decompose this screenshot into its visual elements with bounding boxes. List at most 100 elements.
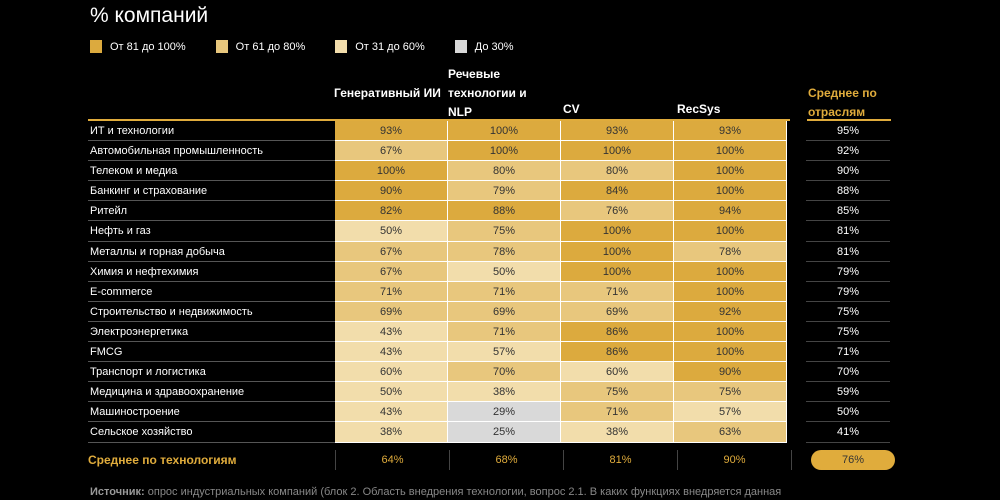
footer-value: 81%	[563, 450, 677, 470]
row-label: Транспорт и логистика	[88, 362, 335, 383]
legend-item: От 61 до 80%	[215, 40, 306, 53]
legend-label: От 61 до 80%	[235, 40, 306, 53]
heatmap-cell: 70%	[448, 362, 561, 383]
legend-swatch	[335, 40, 348, 53]
heatmap-cell: 67%	[335, 261, 448, 282]
heatmap-cell: 50%	[335, 382, 448, 403]
heatmap-cell: 100%	[561, 261, 674, 282]
row-label: Химия и нефтехимия	[88, 262, 335, 282]
table-row: Ритейл 82% 88% 76% 94% 85%	[88, 201, 890, 222]
heatmap-cell: 92%	[674, 301, 787, 322]
heatmap-cell: 60%	[561, 362, 674, 383]
table-row: Телеком и медиа 100% 80% 80% 100% 90%	[88, 161, 890, 182]
row-label: Металлы и горная добыча	[88, 242, 335, 262]
heatmap-table: ИТ и технологии 93% 100% 93% 93% 95% Автомобил…	[88, 121, 890, 443]
heatmap-cell: 71%	[561, 281, 674, 302]
row-average: 81%	[806, 221, 890, 242]
legend-label: От 31 до 60%	[355, 40, 425, 53]
heatmap-cell: 71%	[561, 402, 674, 423]
avg-header-divider	[807, 119, 891, 121]
table-row: Металлы и горная добыча 67% 78% 100% 78% 81%	[88, 241, 890, 262]
legend-swatch	[90, 40, 102, 53]
table-row: Автомобильная промышленность 67% 100% 100% 1…	[88, 141, 890, 162]
table-row: FMCG 43% 57% 86% 100% 71%	[88, 342, 890, 363]
column-header: CV	[563, 102, 580, 116]
table-row: ИТ и технологии 93% 100% 93% 93% 95%	[88, 121, 890, 142]
row-average: 92%	[806, 141, 890, 162]
heatmap-cell: 75%	[674, 382, 787, 403]
heatmap-cell: 60%	[335, 362, 448, 383]
heatmap-cell: 69%	[448, 301, 561, 322]
heatmap-cell: 100%	[561, 141, 674, 162]
row-average: 85%	[806, 201, 890, 222]
heatmap-cell: 57%	[448, 342, 561, 363]
source-note: Источник: опрос индустриальных компаний …	[90, 486, 781, 498]
heatmap-cell: 69%	[335, 301, 448, 322]
table-row: Медицина и здравоохранение 50% 38% 75% 75% 59…	[88, 382, 890, 403]
heatmap-cell: 82%	[335, 201, 448, 222]
row-label: Банкинг и страхование	[88, 181, 335, 202]
heatmap-cell: 43%	[335, 321, 448, 343]
heatmap-cell: 86%	[561, 321, 674, 343]
row-label: Нефть и газ	[88, 221, 335, 242]
avg-column-header: Среднее по отраслям	[808, 86, 877, 119]
heatmap-cell: 78%	[674, 241, 787, 262]
heatmap-cell: 90%	[674, 362, 787, 383]
heatmap-cell: 93%	[561, 121, 674, 142]
legend-item: От 81 до 100%	[90, 40, 186, 53]
heatmap-cell: 63%	[674, 422, 787, 443]
chart-title: % компаний	[90, 4, 209, 27]
heatmap-cell: 25%	[448, 422, 561, 443]
table-row: Транспорт и логистика 60% 70% 60% 90% 70%	[88, 362, 890, 383]
footer-label: Среднее по технологиям	[88, 453, 237, 467]
heatmap-cell: 100%	[674, 221, 787, 242]
table-row: Машиностроение 43% 29% 71% 57% 50%	[88, 402, 890, 423]
row-average: 95%	[806, 121, 890, 142]
heatmap-cell: 100%	[674, 281, 787, 302]
heatmap-cell: 90%	[335, 181, 448, 202]
source-text: опрос индустриальных компаний (блок 2. О…	[144, 486, 782, 498]
heatmap-cell: 75%	[448, 221, 561, 242]
heatmap-cell: 38%	[335, 422, 448, 443]
heatmap-cell: 100%	[561, 221, 674, 242]
heatmap-cell: 75%	[561, 382, 674, 403]
heatmap-cell: 43%	[335, 402, 448, 423]
heatmap-cell: 38%	[561, 422, 674, 443]
row-average: 75%	[806, 302, 890, 322]
legend: От 81 до 100% От 61 до 80% От 31 до 60% …	[90, 40, 544, 53]
row-average: 81%	[806, 242, 890, 262]
row-average: 59%	[806, 382, 890, 403]
legend-swatch	[215, 40, 228, 53]
heatmap-cell: 50%	[335, 221, 448, 242]
row-label: Машиностроение	[88, 402, 335, 423]
row-label: Сельское хозяйство	[88, 422, 335, 443]
footer-value: 68%	[449, 450, 563, 470]
heatmap-cell: 71%	[448, 321, 561, 343]
footer-value: 64%	[335, 450, 449, 470]
footer-row: Среднее по технологиям 64% 68% 81% 90% 7…	[88, 450, 895, 470]
heatmap-cell: 80%	[561, 161, 674, 182]
heatmap-cell: 79%	[448, 181, 561, 202]
row-label: FMCG	[88, 342, 335, 363]
heatmap-cell: 100%	[448, 141, 561, 162]
heatmap-cell: 43%	[335, 342, 448, 363]
row-average: 41%	[806, 422, 890, 443]
heatmap-cell: 100%	[674, 261, 787, 282]
heatmap-cell: 78%	[448, 241, 561, 262]
heatmap-cell: 88%	[448, 201, 561, 222]
footer-avg-badge: 76%	[811, 450, 895, 470]
heatmap-cell: 84%	[561, 181, 674, 202]
row-label: Телеком и медиа	[88, 161, 335, 182]
table-row: Нефть и газ 50% 75% 100% 100% 81%	[88, 221, 890, 242]
heatmap-cell: 100%	[674, 161, 787, 182]
heatmap-cell: 86%	[561, 342, 674, 363]
legend-swatch	[454, 40, 467, 53]
table-row: Строительство и недвижимость 69% 69% 69% 92%…	[88, 301, 890, 322]
table-row: Сельское хозяйство 38% 25% 38% 63% 41%	[88, 422, 890, 443]
row-label: Строительство и недвижимость	[88, 302, 335, 322]
heatmap-cell: 80%	[448, 161, 561, 182]
row-average: 71%	[806, 342, 890, 363]
row-label: Ритейл	[88, 201, 335, 222]
heatmap-cell: 100%	[335, 161, 448, 182]
column-header: Генеративный ИИ	[334, 86, 441, 100]
